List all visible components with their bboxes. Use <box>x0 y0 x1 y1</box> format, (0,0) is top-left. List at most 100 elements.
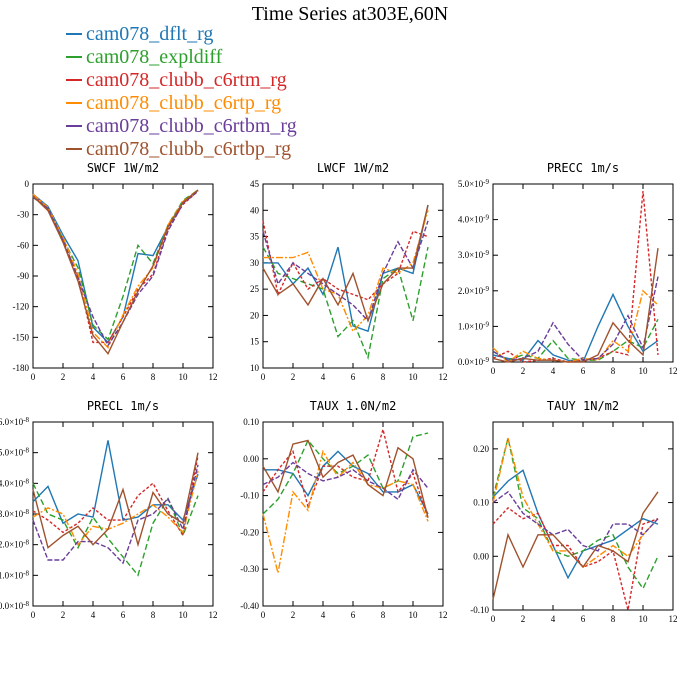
y-tick-label: 1.0×10-9 <box>458 320 490 331</box>
x-tick-label: 2 <box>521 366 526 376</box>
legend-swatch <box>66 102 82 105</box>
x-tick-label: 10 <box>179 372 189 382</box>
y-tick-label: 0.0×10-8 <box>0 600 29 611</box>
x-tick-label: 0 <box>491 366 496 376</box>
x-tick-label: 8 <box>151 610 156 620</box>
legend-label: cam078_clubb_c6rtbm_rg <box>86 115 297 137</box>
y-tick-label: 45 <box>250 179 260 189</box>
series-line <box>262 432 429 515</box>
series-line <box>492 248 659 363</box>
series-line <box>263 210 429 333</box>
x-tick-label: 2 <box>521 614 526 624</box>
series-line <box>32 189 199 349</box>
legend-label: cam078_clubb_c6rtbp_rg <box>86 138 292 160</box>
x-tick-label: 4 <box>91 372 96 382</box>
series-line <box>492 506 659 611</box>
y-tick-label: 0.20 <box>473 444 489 454</box>
y-tick-label: 0 <box>25 179 30 189</box>
series-line <box>262 220 429 301</box>
x-tick-label: 0 <box>261 372 266 382</box>
panel-title: LWCF 1W/m2 <box>317 161 389 175</box>
x-tick-label: 10 <box>639 366 649 376</box>
y-tick-label: -0.20 <box>240 527 259 537</box>
x-tick-label: 8 <box>381 610 386 620</box>
x-tick-label: 8 <box>151 372 156 382</box>
legend-item: cam078_clubb_c6rtm_rg <box>66 69 297 92</box>
series-line <box>492 318 659 361</box>
series-line <box>262 246 429 360</box>
series-line <box>492 491 659 600</box>
legend-item: cam078_dflt_rg <box>66 23 297 46</box>
y-tick-label: 35 <box>250 232 260 242</box>
panel-title: PRECC 1m/s <box>547 161 619 175</box>
y-tick-label: 0.10 <box>473 498 489 508</box>
y-tick-label: -0.10 <box>240 491 259 501</box>
series-line <box>262 461 429 501</box>
series-line <box>32 190 199 344</box>
series-line <box>32 452 199 549</box>
y-tick-label: 1.0×10-8 <box>0 569 29 580</box>
y-tick-label: 0.0×10-9 <box>458 356 490 367</box>
panel-title: PRECL 1m/s <box>87 399 159 413</box>
y-tick-label: -120 <box>13 302 30 312</box>
series-line <box>492 490 659 552</box>
x-tick-label: 2 <box>61 372 66 382</box>
legend-item: cam078_expldiff <box>66 46 297 69</box>
x-tick-label: 8 <box>611 614 616 624</box>
y-tick-label: 2.0×10-8 <box>0 539 29 550</box>
series-line <box>32 482 199 577</box>
x-tick-label: 2 <box>291 372 296 382</box>
panel-title: TAUY 1N/m2 <box>547 399 619 413</box>
x-tick-label: 4 <box>91 610 96 620</box>
series-line <box>262 426 429 518</box>
series-line <box>492 437 659 568</box>
plot-frame <box>262 183 444 369</box>
x-tick-label: 0 <box>31 610 36 620</box>
x-tick-label: 12 <box>669 366 678 376</box>
y-tick-label: 2.0×10-9 <box>458 285 490 296</box>
plot-frame <box>32 183 214 369</box>
series-line <box>32 470 199 546</box>
x-tick-label: 0 <box>261 610 266 620</box>
y-tick-label: 30 <box>250 258 260 268</box>
legend-label: cam078_dflt_rg <box>86 23 214 45</box>
x-tick-label: 4 <box>321 610 326 620</box>
series-line <box>262 204 429 323</box>
series-line <box>492 191 659 363</box>
series-line <box>32 190 199 347</box>
legend-label: cam078_clubb_c6rtm_rg <box>86 69 287 91</box>
series-line <box>492 289 659 363</box>
x-tick-label: 4 <box>551 366 556 376</box>
series-line <box>32 455 199 538</box>
legend-swatch <box>66 125 82 128</box>
series-line <box>263 204 429 333</box>
y-tick-label: 0.00 <box>473 551 489 561</box>
y-tick-label: 3.0×10-9 <box>458 249 490 260</box>
x-tick-label: 12 <box>209 610 218 620</box>
x-tick-label: 2 <box>61 610 66 620</box>
legend-item: cam078_clubb_c6rtp_rg <box>66 92 297 115</box>
y-tick-label: 0.00 <box>243 454 259 464</box>
x-tick-label: 6 <box>351 372 356 382</box>
x-tick-label: 6 <box>581 614 586 624</box>
y-tick-label: 4.0×10-8 <box>0 477 29 488</box>
y-tick-label: 0.10 <box>243 417 259 427</box>
series-line <box>32 440 199 525</box>
series-line <box>32 464 199 565</box>
x-tick-label: 12 <box>209 372 218 382</box>
legend-label: cam078_expldiff <box>86 46 223 68</box>
y-tick-label: 5.0×10-8 <box>0 447 29 458</box>
series-line <box>32 189 199 341</box>
x-tick-label: 2 <box>291 610 296 620</box>
legend-swatch <box>66 148 82 151</box>
x-tick-label: 0 <box>31 372 36 382</box>
y-tick-label: -0.40 <box>240 601 259 611</box>
series-line <box>262 449 429 574</box>
x-tick-label: 12 <box>669 614 678 624</box>
x-tick-label: 10 <box>409 610 419 620</box>
y-tick-label: 15 <box>250 337 260 347</box>
y-tick-label: -90 <box>17 271 29 281</box>
y-tick-label: -0.30 <box>240 564 259 574</box>
series-line <box>32 189 199 344</box>
